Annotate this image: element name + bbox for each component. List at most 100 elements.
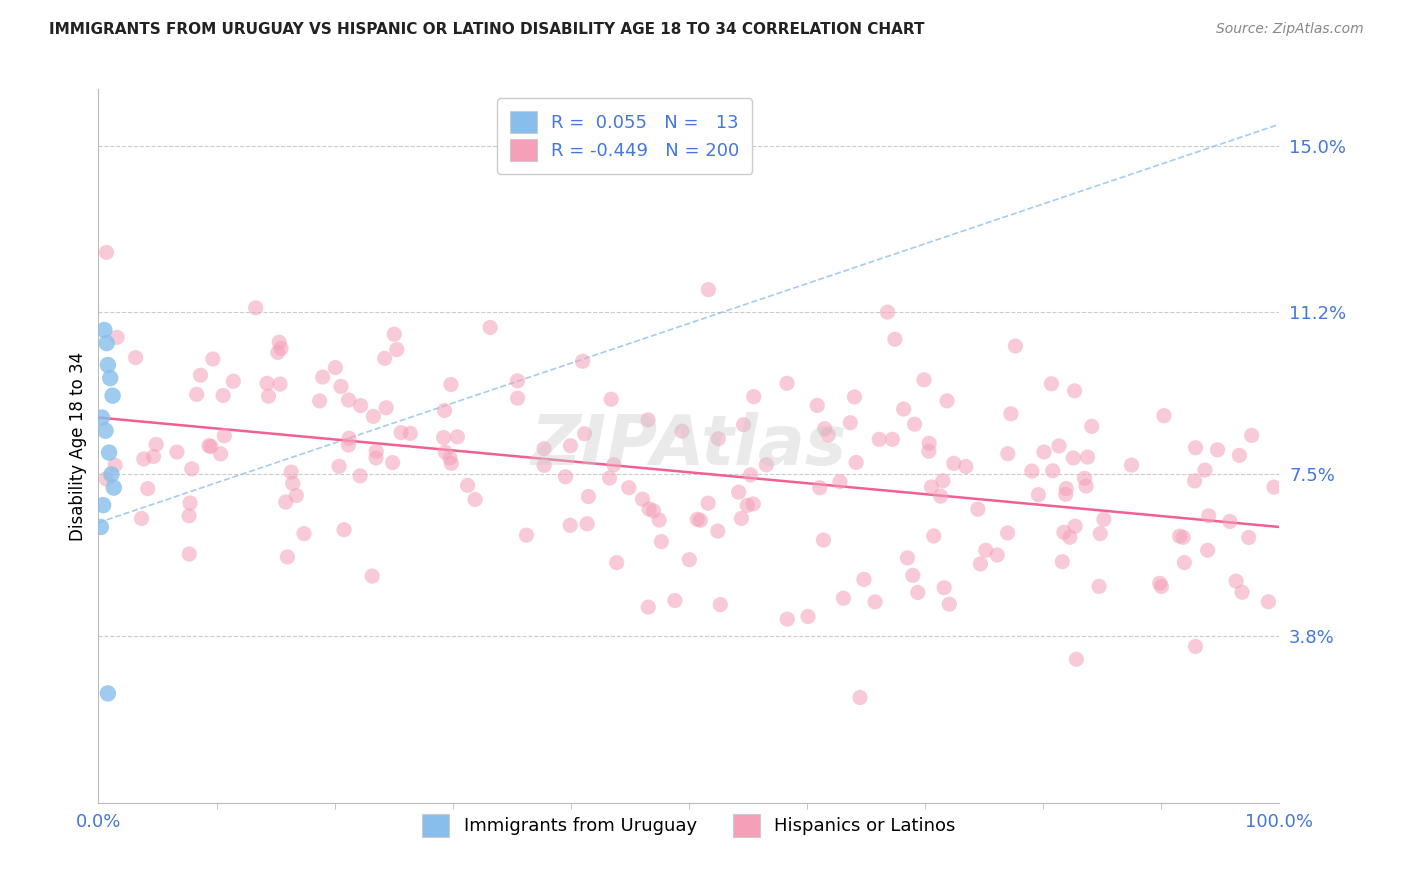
Point: [648, 513, 671, 527]
Point: [201, 351, 224, 366]
Point: [1150, 580, 1173, 594]
Point: [936, 393, 959, 408]
Point: [136, 482, 159, 496]
Point: [96, 472, 118, 486]
Point: [222, 374, 245, 388]
Point: [576, 516, 599, 531]
Point: [697, 496, 720, 510]
Point: [678, 552, 700, 566]
Point: [96, 336, 118, 351]
Point: [1021, 464, 1043, 478]
Point: [1052, 555, 1074, 569]
Point: [385, 343, 408, 357]
Point: [389, 425, 412, 440]
Point: [276, 549, 298, 564]
Point: [893, 402, 915, 417]
Point: [603, 458, 626, 472]
Point: [1168, 529, 1191, 543]
Point: [382, 327, 405, 342]
Point: [131, 511, 153, 525]
Point: [1171, 530, 1194, 544]
Point: [1121, 458, 1143, 472]
Point: [103, 481, 125, 495]
Point: [1090, 526, 1112, 541]
Point: [1066, 652, 1088, 666]
Point: [828, 475, 851, 489]
Point: [94, 424, 117, 438]
Point: [1047, 439, 1070, 453]
Y-axis label: Disability Age 18 to 34: Disability Age 18 to 34: [69, 351, 87, 541]
Point: [97, 358, 120, 372]
Point: [920, 480, 942, 494]
Point: [1059, 530, 1081, 544]
Point: [337, 438, 360, 452]
Text: IMMIGRANTS FROM URUGUAY VS HISPANIC OR LATINO DISABILITY AGE 18 TO 34 CORRELATIO: IMMIGRANTS FROM URUGUAY VS HISPANIC OR L…: [49, 22, 925, 37]
Point: [375, 401, 398, 415]
Point: [479, 320, 502, 334]
Point: [1063, 384, 1085, 398]
Point: [755, 458, 778, 472]
Point: [281, 476, 304, 491]
Point: [214, 429, 236, 443]
Point: [1206, 442, 1229, 457]
Point: [330, 379, 353, 393]
Point: [440, 456, 463, 470]
Point: [637, 413, 659, 427]
Point: [643, 504, 665, 518]
Point: [903, 417, 925, 432]
Point: [599, 471, 621, 485]
Point: [849, 690, 872, 705]
Point: [1092, 512, 1115, 526]
Point: [686, 512, 709, 526]
Point: [349, 399, 371, 413]
Point: [707, 432, 730, 446]
Point: [997, 447, 1019, 461]
Point: [364, 450, 387, 465]
Point: [1033, 445, 1056, 459]
Point: [1080, 419, 1102, 434]
Point: [312, 370, 335, 384]
Point: [1073, 471, 1095, 485]
Point: [922, 529, 945, 543]
Point: [285, 489, 308, 503]
Point: [1054, 482, 1077, 496]
Point: [93, 323, 115, 337]
Point: [179, 496, 201, 510]
Point: [918, 436, 941, 450]
Point: [806, 399, 828, 413]
Point: [333, 523, 356, 537]
Point: [997, 525, 1019, 540]
Point: [664, 593, 686, 607]
Point: [274, 495, 297, 509]
Point: [1064, 519, 1087, 533]
Point: [1230, 585, 1253, 599]
Point: [967, 502, 990, 516]
Point: [292, 526, 315, 541]
Point: [101, 389, 124, 403]
Point: [1173, 556, 1195, 570]
Point: [631, 492, 654, 507]
Point: [90, 520, 112, 534]
Point: [814, 422, 837, 436]
Point: [882, 432, 904, 446]
Point: [434, 445, 457, 459]
Point: [650, 534, 672, 549]
Point: [707, 524, 730, 538]
Point: [578, 490, 600, 504]
Point: [200, 440, 222, 454]
Point: [104, 458, 127, 473]
Point: [709, 598, 731, 612]
Point: [337, 392, 360, 407]
Point: [929, 489, 952, 503]
Point: [571, 354, 593, 368]
Point: [361, 569, 384, 583]
Point: [730, 511, 752, 525]
Point: [844, 390, 866, 404]
Point: [1198, 508, 1220, 523]
Point: [105, 330, 128, 344]
Point: [808, 481, 831, 495]
Point: [934, 581, 956, 595]
Point: [533, 458, 555, 473]
Point: [100, 467, 122, 482]
Point: [868, 433, 890, 447]
